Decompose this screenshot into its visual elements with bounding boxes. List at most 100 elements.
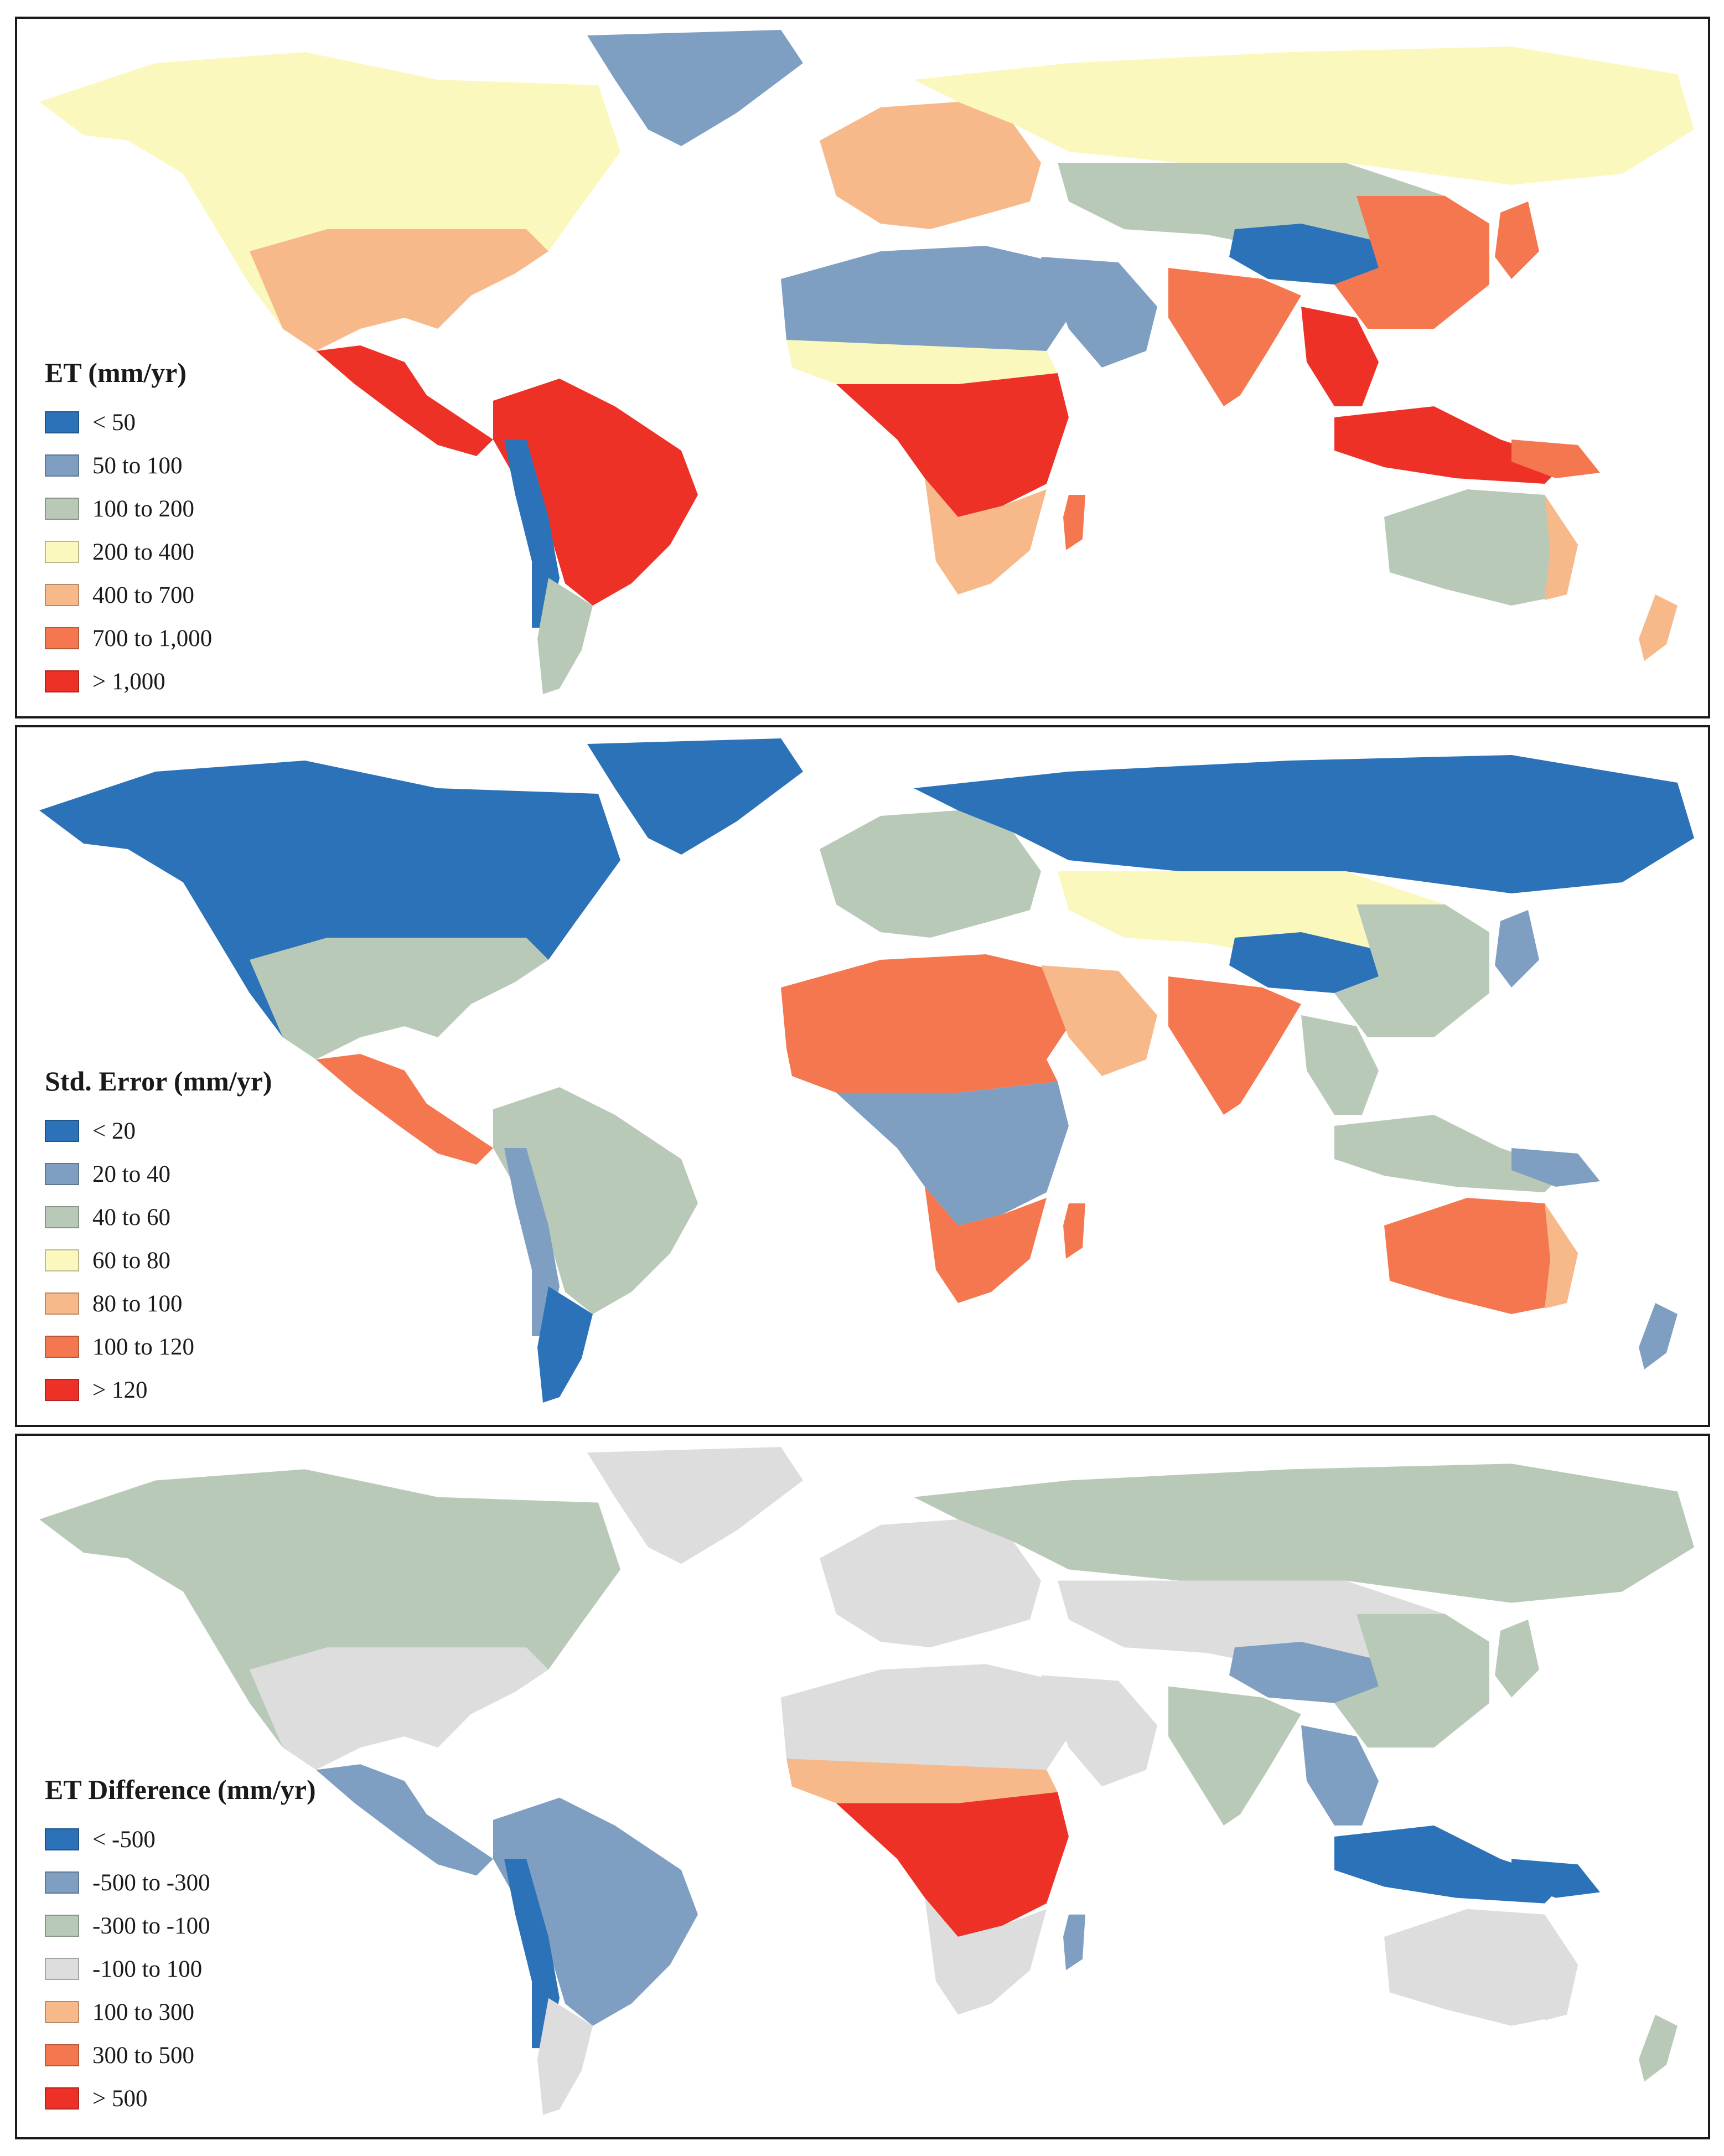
land-region-arabia (1041, 257, 1157, 368)
legend-label: 300 to 500 (92, 2042, 194, 2069)
legend-item: 100 to 200 (45, 487, 212, 530)
legend-swatch (45, 1871, 79, 1894)
land-region-seasia (1301, 1725, 1379, 1826)
legend-item: 400 to 700 (45, 573, 212, 617)
land-region-russia (914, 46, 1694, 185)
land-region-usa (250, 229, 548, 351)
legend-swatch (45, 1336, 79, 1358)
legend-item: < -500 (45, 1818, 316, 1861)
legend-item: > 500 (45, 2077, 316, 2120)
land-region-india (1168, 1686, 1301, 1826)
legend-label: 200 to 400 (92, 539, 194, 565)
legend-swatch (45, 541, 79, 563)
legend-label: 80 to 100 (92, 1290, 183, 1317)
land-region-india (1168, 268, 1301, 406)
land-region-ausecoast (1545, 495, 1578, 600)
legend-swatch (45, 584, 79, 606)
land-region-usa (250, 1647, 548, 1770)
legend-swatch (45, 1249, 79, 1271)
legend-item: 200 to 400 (45, 530, 212, 573)
legend-item: 300 to 500 (45, 2034, 316, 2077)
legend-swatch (45, 2044, 79, 2066)
legend-label: 60 to 80 (92, 1247, 170, 1274)
land-region-australia (1384, 1198, 1578, 1314)
land-region-sahara (781, 1664, 1069, 1781)
legend-item: > 1,000 (45, 660, 212, 703)
land-region-centralasia (1058, 163, 1445, 251)
land-region-russia (914, 1464, 1694, 1603)
land-region-andes (504, 1859, 560, 2049)
land-region-centralafrica (836, 1792, 1069, 1937)
land-region-sahel (786, 340, 1058, 384)
land-region-seasia (1301, 1015, 1379, 1115)
panel-et-map: ET (mm/yr) < 50 50 to 100 100 to 200 200 to… (15, 17, 1710, 718)
legend-label: 700 to 1,000 (92, 625, 213, 652)
land-region-greenland (587, 30, 803, 146)
world-map-et (39, 30, 1694, 694)
land-region-greenland (587, 738, 803, 855)
land-region-andes (504, 1148, 560, 1336)
land-region-australia (1384, 489, 1578, 606)
land-region-centralam (316, 1764, 493, 1876)
panel-std-error-map: Std. Error (mm/yr) < 20 20 to 40 40 to 60 6… (15, 725, 1710, 1427)
land-region-arabia (1041, 1675, 1157, 1787)
legend-std-error: Std. Error (mm/yr) < 20 20 to 40 40 to 60 6… (45, 1065, 272, 1412)
legend-label: < -500 (92, 1826, 156, 1853)
legend-label: > 120 (92, 1377, 148, 1403)
legend-swatch (45, 1120, 79, 1142)
land-region-centralasia (1058, 871, 1445, 960)
land-region-russia (914, 755, 1694, 893)
land-region-japan (1495, 910, 1539, 987)
legend-item: < 50 (45, 401, 212, 444)
land-region-newzealand (1639, 1303, 1678, 1369)
land-region-ausecoast (1545, 1203, 1578, 1309)
land-region-japan (1495, 1619, 1539, 1698)
land-region-southamerica (493, 1087, 698, 1314)
land-region-centralam (316, 345, 493, 456)
legend-item: 100 to 120 (45, 1325, 272, 1368)
land-region-patagonia (537, 1998, 593, 2115)
panel-et-difference-map: ET Difference (mm/yr) < -500 -500 to -300… (15, 1434, 1710, 2139)
legend-item: -500 to -300 (45, 1861, 316, 1904)
legend-item: 40 to 60 (45, 1196, 272, 1239)
land-region-europe (820, 810, 1041, 938)
legend-label: < 20 (92, 1118, 136, 1144)
legend-label: > 1,000 (92, 668, 165, 695)
land-region-arabia (1041, 965, 1157, 1076)
land-region-newguinea (1511, 1148, 1600, 1187)
world-map-et-difference (39, 1447, 1694, 2115)
legend-label: 100 to 120 (92, 1333, 194, 1360)
land-region-newguinea (1511, 440, 1600, 478)
legend-item: > 120 (45, 1368, 272, 1412)
land-region-indonesia (1334, 1115, 1567, 1192)
legend-swatch (45, 1958, 79, 1980)
land-region-newzealand (1639, 2014, 1678, 2082)
world-map-std-error (39, 738, 1694, 1403)
land-region-indonesia (1334, 406, 1567, 484)
land-region-centralam (316, 1054, 493, 1165)
legend-label: -300 to -100 (92, 1912, 210, 1939)
land-region-usa (250, 938, 548, 1059)
legend-item: 700 to 1,000 (45, 617, 212, 660)
legend-label: -500 to -300 (92, 1869, 210, 1896)
legend-swatch (45, 1828, 79, 1850)
legend-et-difference: ET Difference (mm/yr) < -500 -500 to -300… (45, 1774, 316, 2120)
legend-swatch (45, 1292, 79, 1315)
land-region-sahel (786, 1759, 1058, 1803)
legend-label: 20 to 40 (92, 1161, 170, 1187)
legend-title-et: ET (mm/yr) (45, 357, 187, 388)
land-region-tibet (1229, 1642, 1379, 1703)
land-region-centralafrica (836, 373, 1069, 517)
land-region-india (1168, 976, 1301, 1115)
legend-swatch (45, 670, 79, 692)
legend-swatch (45, 2001, 79, 2023)
land-region-tibet (1229, 932, 1379, 993)
land-region-patagonia (537, 578, 593, 694)
legend-et: ET (mm/yr) < 50 50 to 100 100 to 200 200 to… (45, 356, 212, 703)
legend-item: 60 to 80 (45, 1239, 272, 1282)
legend-label: 100 to 300 (92, 1999, 194, 2025)
legend-item: 50 to 100 (45, 444, 212, 487)
legend-item: 20 to 40 (45, 1152, 272, 1196)
legend-title-std-error: Std. Error (mm/yr) (45, 1066, 272, 1097)
legend-item: -100 to 100 (45, 1947, 316, 1990)
